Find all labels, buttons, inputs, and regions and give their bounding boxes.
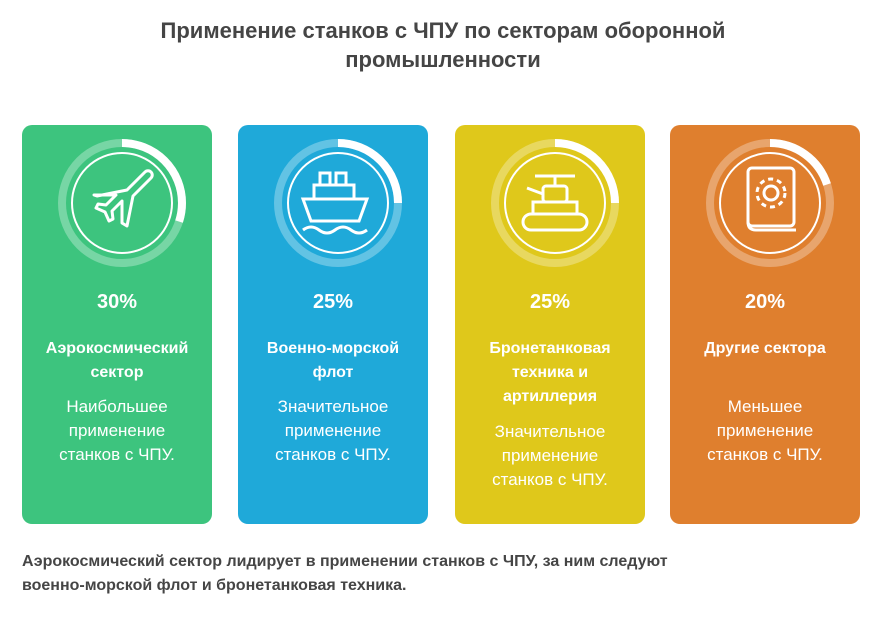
description: Значительное применение станков с ЧПУ. [275,397,391,464]
ring-arc [706,139,834,267]
ring-inner [287,152,389,254]
ring-arc [491,139,619,267]
category-name: Аэрокосмический сектор [45,340,189,381]
ring [58,139,186,267]
description: Значительное применение станков с ЧПУ. [492,422,608,489]
value-label: 20% [744,291,786,313]
note: Аэрокосмический сектор лидирует в примен… [22,553,668,594]
ring-inner [71,152,173,254]
icon [746,166,796,232]
ring-inner [719,152,821,254]
value-label: 30% [96,291,138,313]
category-name: Другие сектора [704,340,826,357]
value-label: 25% [312,291,354,313]
icon [92,169,154,228]
card: 25% Военно-морской флот Значительное приме… [238,125,428,524]
ring-arc [274,139,402,267]
value-label: 25% [529,291,571,313]
ring-inner [504,152,606,254]
ring [274,139,402,267]
category-name: Военно-морской флот [266,340,400,381]
ring-arc [58,139,186,267]
icon [300,171,370,235]
description: Наибольшее применение станков с ЧПУ. [59,397,175,464]
title: Применение станков с ЧПУ по секторам обо… [160,18,726,72]
icon [521,174,589,232]
card: 30% Аэрокосмический сектор Наибольшее прим… [22,125,212,524]
description: Меньшее применение станков с ЧПУ. [707,397,823,464]
ring [706,139,834,267]
ring [491,139,619,267]
category-name: Бронетанковая техника и артиллерия [489,340,611,405]
card: 25% Бронетанковая техника и артиллерия Зна… [455,125,645,524]
card: 20% Другие сектора Меньшее применение стан… [670,125,860,524]
